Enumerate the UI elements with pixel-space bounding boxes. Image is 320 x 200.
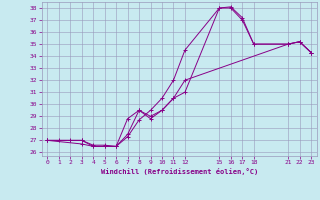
X-axis label: Windchill (Refroidissement éolien,°C): Windchill (Refroidissement éolien,°C) xyxy=(100,168,258,175)
